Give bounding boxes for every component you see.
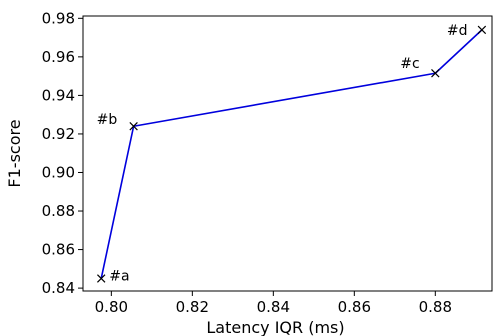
data-point-marker [431, 69, 440, 78]
data-point-marker [477, 25, 487, 35]
x-axis-ticks: 0.80 0.82 0.84 0.86 0.88 [95, 291, 452, 316]
point-annotation: #c [400, 56, 419, 72]
y-tick-label: 0.90 [42, 163, 75, 181]
x-tick-label: 0.88 [419, 298, 452, 316]
annotation-group: #a #b #c #d [97, 23, 468, 285]
plot-area [82, 15, 493, 292]
data-point-marker [96, 274, 106, 283]
y-axis-ticks: 0.84 0.86 0.88 0.90 0.92 0.94 0.96 0.98 [42, 9, 83, 297]
point-annotation: #d [447, 23, 468, 39]
y-tick-label: 0.98 [42, 9, 75, 27]
point-annotation: #a [109, 268, 129, 284]
marker-group [96, 25, 487, 283]
y-tick-label: 0.94 [42, 86, 75, 104]
x-tick-label: 0.82 [176, 298, 209, 316]
point-annotation: #b [97, 112, 118, 128]
y-tick-label: 0.92 [42, 125, 75, 143]
x-tick-label: 0.84 [257, 298, 290, 316]
series-line-group [100, 29, 483, 279]
y-tick-label: 0.96 [42, 48, 75, 66]
y-tick-label: 0.84 [42, 279, 75, 297]
x-axis-label: Latency IQR (ms) [206, 318, 344, 336]
plot-frame [82, 15, 493, 292]
series-line [100, 29, 483, 279]
data-point-marker [129, 122, 138, 131]
y-axis-label: F1-score [5, 119, 24, 187]
y-tick-label: 0.86 [42, 241, 75, 259]
y-tick-label: 0.88 [42, 202, 75, 220]
x-tick-label: 0.86 [338, 298, 371, 316]
x-tick-label: 0.80 [95, 298, 128, 316]
